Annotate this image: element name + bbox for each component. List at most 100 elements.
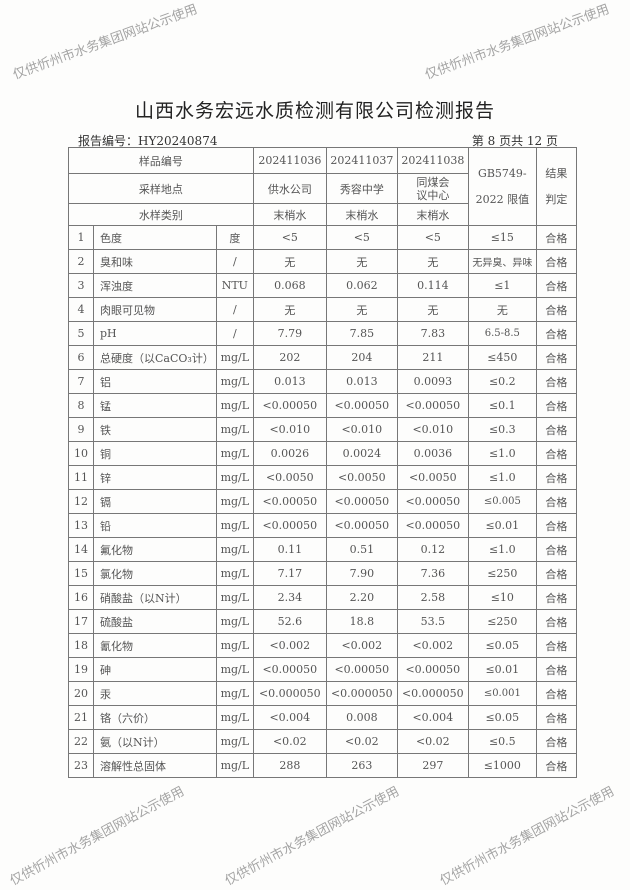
limit: ≤15 <box>467 225 537 250</box>
value: 2.34 <box>252 585 327 610</box>
value: <0.00050 <box>252 513 327 538</box>
watermark: 仅供忻州市水务集团网站公示使用 <box>11 2 200 83</box>
item-name: 砷 <box>93 657 217 682</box>
value: 0.0024 <box>325 441 398 466</box>
value: <0.002 <box>252 633 327 658</box>
row-number: 23 <box>68 753 94 778</box>
value: 211 <box>396 345 469 370</box>
table-row: 12 镉 mg/L <0.00050 <0.00050 <0.00050 ≤0.005 合格 <box>68 489 577 514</box>
unit: mg/L <box>215 609 254 634</box>
result: 合格 <box>535 585 577 610</box>
row-number: 10 <box>68 441 94 466</box>
table-row: 20 汞 mg/L <0.000050 <0.000050 <0.000050 ≤0.001… <box>68 681 577 706</box>
value: 7.85 <box>325 321 398 346</box>
value: <0.000050 <box>325 681 398 706</box>
result: 合格 <box>535 681 577 706</box>
row-number: 6 <box>68 345 94 370</box>
table-row: 23 溶解性总固体 mg/L 288 263 297 ≤1000 合格 <box>68 753 577 778</box>
unit: NTU <box>215 273 254 298</box>
result: 合格 <box>535 321 577 346</box>
item-name: 氨（以N计） <box>93 729 217 754</box>
result: 合格 <box>535 249 577 274</box>
value: 204 <box>325 345 398 370</box>
table-row: 15 氯化物 mg/L 7.17 7.90 7.36 ≤250 合格 <box>68 561 577 586</box>
value: <0.00050 <box>396 489 469 514</box>
limit: ≤0.05 <box>467 705 537 730</box>
unit: / <box>215 249 254 274</box>
value: 0.0036 <box>396 441 469 466</box>
value: 无 <box>396 249 469 274</box>
row-number: 11 <box>68 465 94 490</box>
unit: mg/L <box>215 345 254 370</box>
table-row: 8 锰 mg/L <0.00050 <0.00050 <0.00050 ≤0.1 合格 <box>68 393 577 418</box>
result: 合格 <box>535 633 577 658</box>
item-name: 汞 <box>93 681 217 706</box>
row-number: 20 <box>68 681 94 706</box>
limit: ≤0.2 <box>467 369 537 394</box>
limit-header: GB5749-2022 限值 <box>467 147 537 226</box>
table-row: 11 锌 mg/L <0.0050 <0.0050 <0.0050 ≤1.0 合格 <box>68 465 577 490</box>
value: <0.00050 <box>396 393 469 418</box>
unit: mg/L <box>215 753 254 778</box>
value: <5 <box>252 225 327 250</box>
limit: ≤0.01 <box>467 513 537 538</box>
result-header: 结果判定 <box>535 147 577 226</box>
unit: mg/L <box>215 657 254 682</box>
report-number: 报告编号：HY20240874 <box>78 134 218 148</box>
value: 7.83 <box>396 321 469 346</box>
table-row: 9 铁 mg/L <0.010 <0.010 <0.010 ≤0.3 合格 <box>68 417 577 442</box>
item-name: 臭和味 <box>93 249 217 274</box>
row-number: 12 <box>68 489 94 514</box>
item-name: 铁 <box>93 417 217 442</box>
value: 0.11 <box>252 537 327 562</box>
value: <0.00050 <box>252 657 327 682</box>
row-number: 5 <box>68 321 94 346</box>
value: <0.010 <box>252 417 327 442</box>
result: 合格 <box>535 489 577 514</box>
sample-no: 202411037 <box>325 147 398 174</box>
row-number: 4 <box>68 297 94 322</box>
unit: mg/L <box>215 681 254 706</box>
table-row: 6 总硬度（以CaCO₃计） mg/L 202 204 211 ≤450 合格 <box>68 345 577 370</box>
table-row: 5 pH/7.79 7.85 7.83 6.5-8.5 合格 <box>68 321 577 346</box>
value: <0.004 <box>252 705 327 730</box>
value: 7.17 <box>252 561 327 586</box>
watermark: 仅供忻州市水务集团网站公示使用 <box>437 784 617 889</box>
unit: mg/L <box>215 489 254 514</box>
row-number: 13 <box>68 513 94 538</box>
value: <0.00050 <box>252 489 327 514</box>
water-quality-table: 样品编号 202411036 202411037 202411038 GB574… <box>68 147 577 778</box>
item-name: 溶解性总固体 <box>93 753 217 778</box>
limit: ≤0.01 <box>467 657 537 682</box>
page-number: 第 8 页共 12 页 <box>471 134 558 148</box>
limit: ≤1.0 <box>467 441 537 466</box>
row-number: 21 <box>68 705 94 730</box>
value: <0.0050 <box>252 465 327 490</box>
row-number: 14 <box>68 537 94 562</box>
value: <0.00050 <box>396 513 469 538</box>
result: 合格 <box>535 369 577 394</box>
value: 53.5 <box>396 609 469 634</box>
table-row: 21 铬（六价） mg/L <0.004 0.008 <0.004 ≤0.05 合格 <box>68 705 577 730</box>
table-row: 19 砷 mg/L <0.00050 <0.00050 <0.00050 ≤0.01 合格 <box>68 657 577 682</box>
item-name: 色度 <box>93 225 217 250</box>
limit: ≤0.001 <box>467 681 537 706</box>
value: <0.00050 <box>325 657 398 682</box>
value: 263 <box>325 753 398 778</box>
item-name: 锰 <box>93 393 217 418</box>
item-name: 锌 <box>93 465 217 490</box>
item-name: 氰化物 <box>93 633 217 658</box>
table-row: 1 色度度 <5 <5 <5 ≤15 合格 <box>68 225 577 250</box>
sample-no: 202411036 <box>252 147 327 174</box>
table-row: 4 肉眼可见物 / 无无无无合格 <box>68 297 577 322</box>
result: 合格 <box>535 729 577 754</box>
item-name: 肉眼可见物 <box>93 297 217 322</box>
table-row: 22 氨（以N计） mg/L <0.02 <0.02 <0.02 ≤0.5 合格 <box>68 729 577 754</box>
result: 合格 <box>535 537 577 562</box>
value: <0.00050 <box>325 489 398 514</box>
value: 无 <box>325 249 398 274</box>
watermark: 仅供忻州市水务集团网站公示使用 <box>7 784 187 889</box>
value: <0.00050 <box>325 393 398 418</box>
value: 无 <box>396 297 469 322</box>
unit: mg/L <box>215 633 254 658</box>
